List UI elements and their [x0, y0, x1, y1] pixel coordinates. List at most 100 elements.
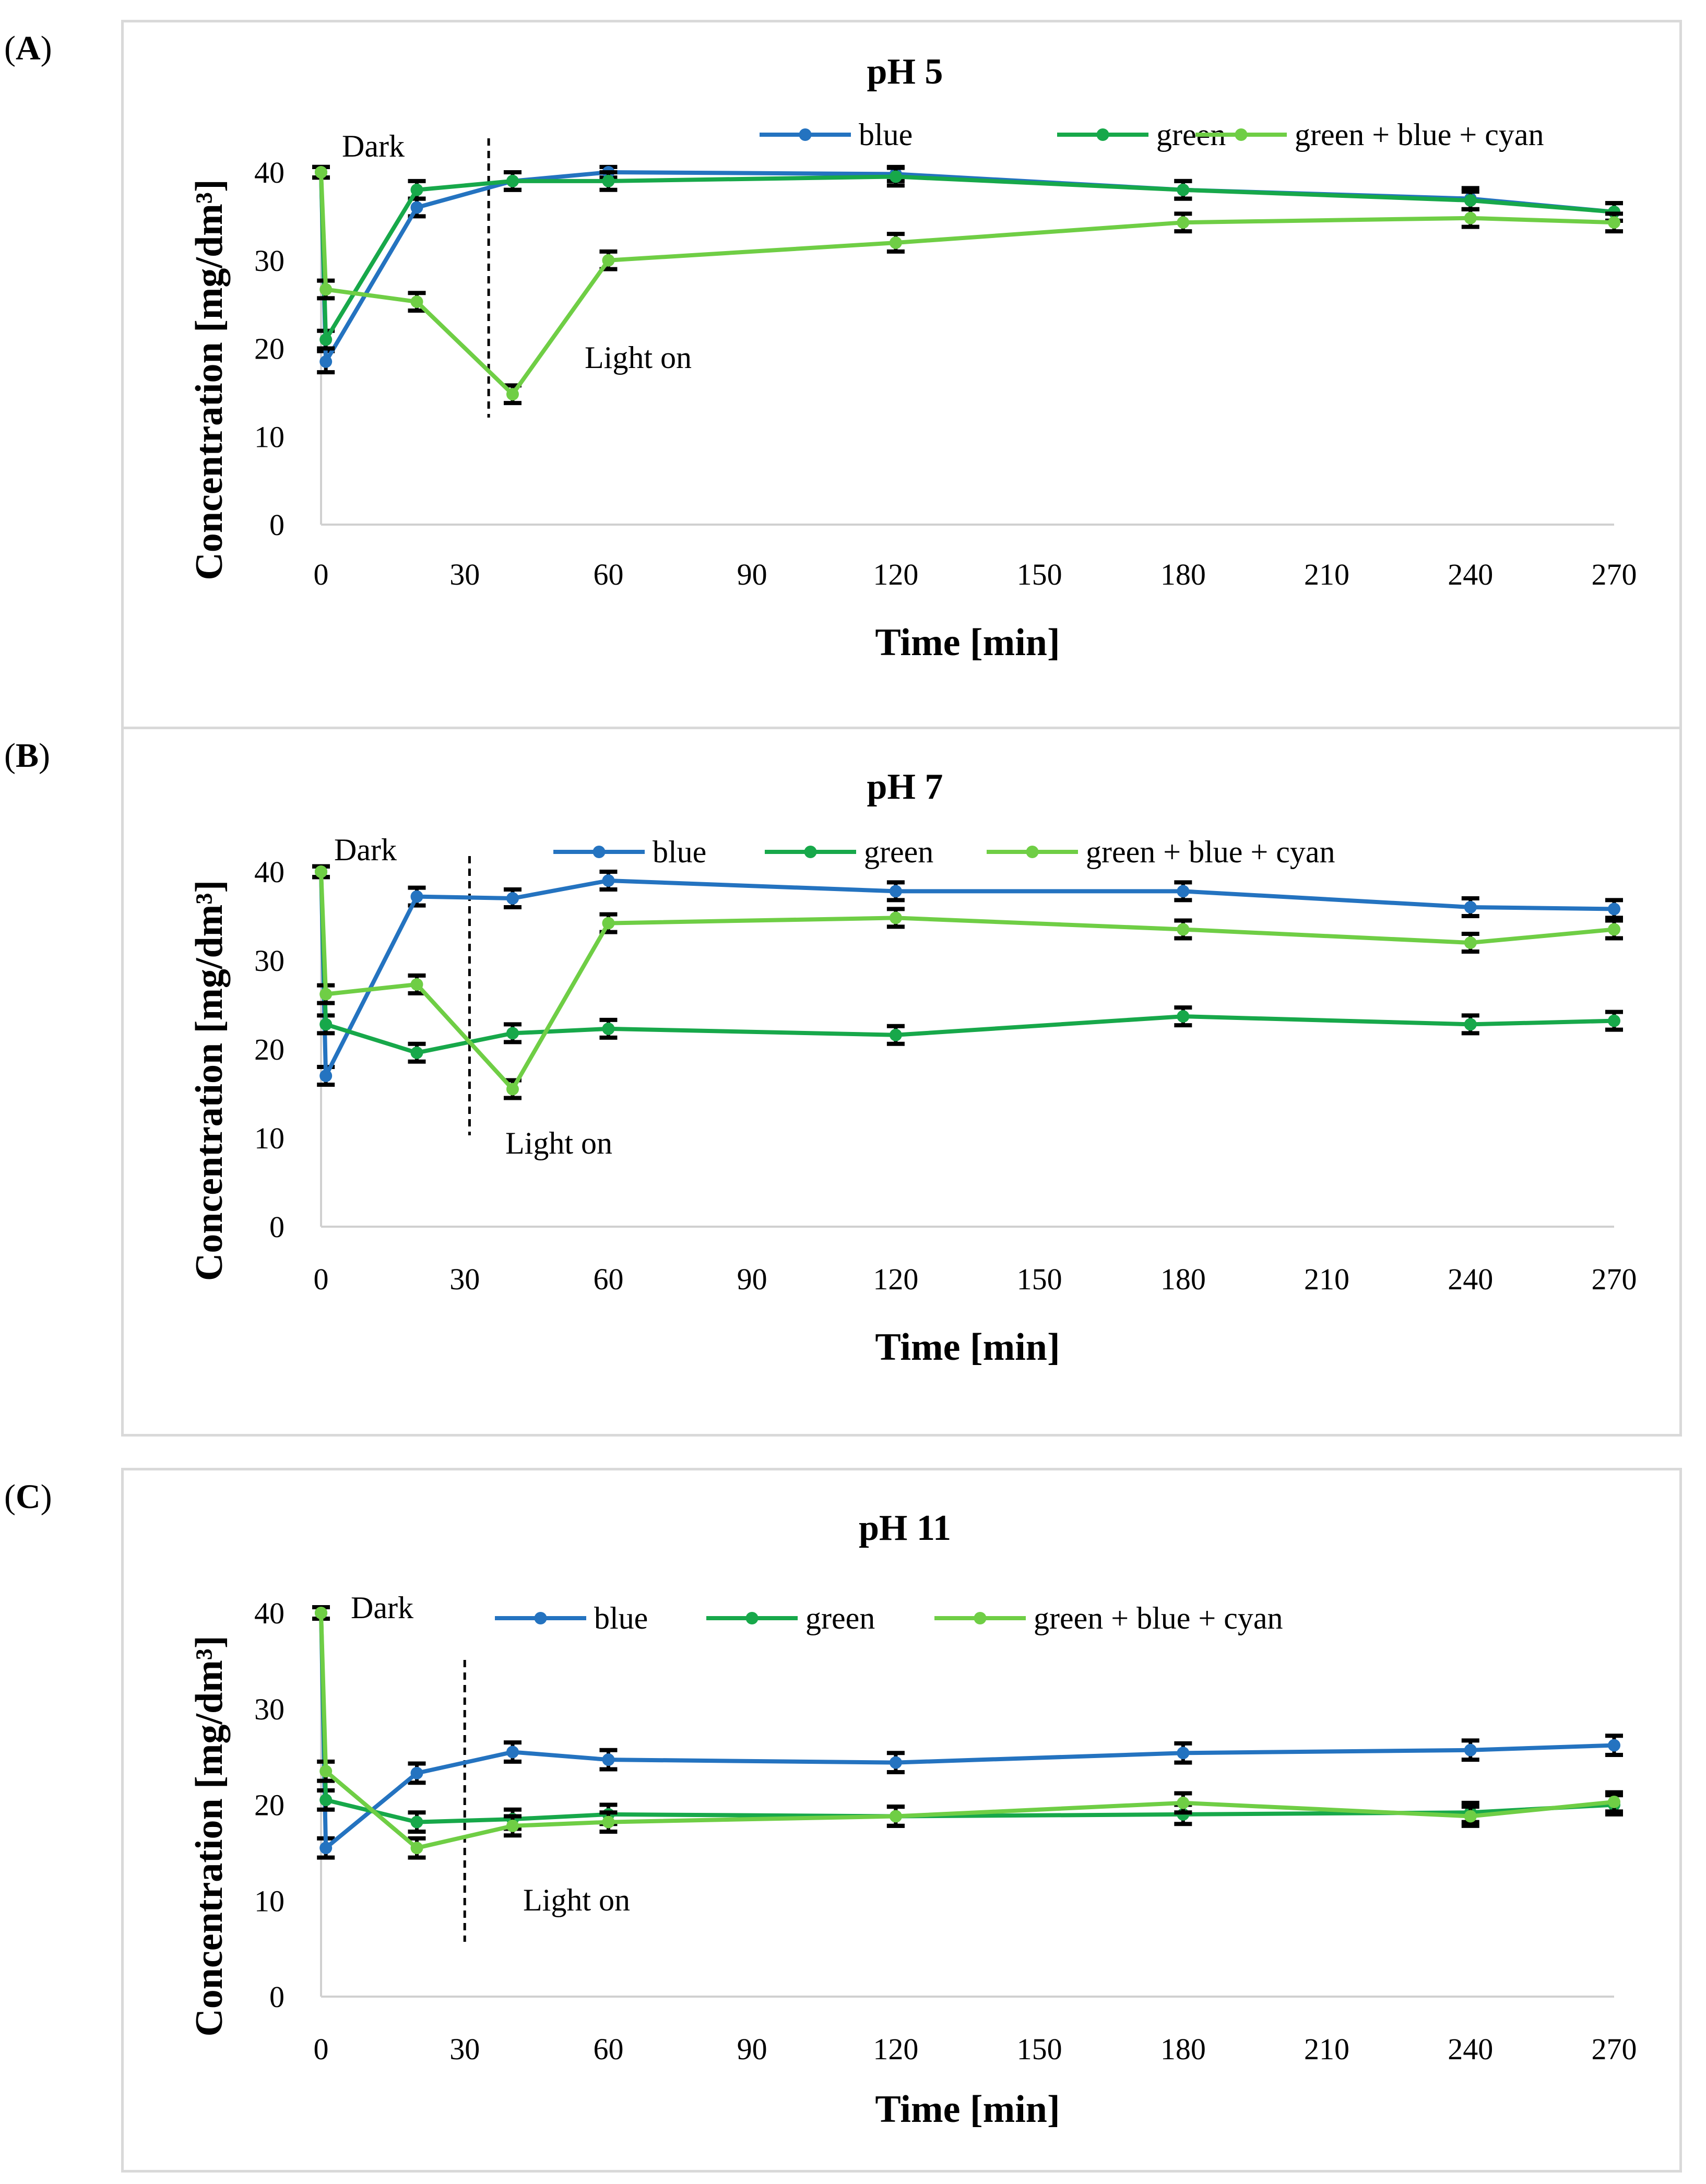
- legend-label-green: green: [864, 835, 933, 869]
- legend-marker-blue: [799, 128, 812, 141]
- legend-marker-green: [804, 846, 817, 858]
- data-point-green: [1177, 1010, 1190, 1023]
- data-point-blue: [319, 355, 333, 368]
- y-axis-title: Concentration [mg/dm³]: [188, 1635, 231, 2036]
- x-tick-label: 240: [1448, 2032, 1493, 2066]
- data-point-blue: [1464, 901, 1477, 913]
- x-tick-label: 180: [1160, 2032, 1206, 2066]
- x-tick-label: 180: [1160, 557, 1206, 591]
- data-point-blue: [1608, 903, 1620, 916]
- data-point-mix: [1464, 1810, 1477, 1823]
- data-point-green: [319, 1018, 333, 1031]
- data-point-mix: [889, 911, 902, 924]
- data-point-green: [410, 183, 423, 196]
- data-point-green: [1464, 1018, 1477, 1031]
- data-point-green: [889, 170, 902, 183]
- data-point-blue: [1177, 1747, 1190, 1760]
- legend-label-blue: blue: [594, 1601, 648, 1635]
- y-tick-label: 30: [254, 944, 285, 978]
- x-tick-label: 90: [737, 2032, 767, 2066]
- data-point-mix: [1464, 211, 1477, 224]
- y-tick-label: 10: [254, 1121, 285, 1155]
- chart-title: pH 7: [867, 767, 943, 807]
- data-point-mix: [319, 283, 333, 296]
- y-tick-label: 10: [254, 420, 285, 454]
- x-tick-label: 60: [593, 2032, 623, 2066]
- data-point-green: [1177, 183, 1190, 196]
- data-point-green: [410, 1046, 423, 1059]
- x-tick-label: 90: [737, 557, 767, 591]
- data-point-blue: [1608, 1739, 1620, 1752]
- x-axis-title: Time [min]: [875, 621, 1060, 664]
- y-tick-label: 0: [269, 1210, 285, 1244]
- data-point-mix: [602, 254, 615, 267]
- data-point-mix: [1177, 923, 1190, 936]
- data-point-green: [602, 1022, 615, 1035]
- dark-annotation: Dark: [351, 1590, 413, 1625]
- data-point-blue: [1464, 1743, 1477, 1756]
- x-tick-label: 240: [1448, 557, 1493, 591]
- data-point-green: [1464, 194, 1477, 207]
- y-axis-title: Concentration [mg/dm³]: [188, 179, 231, 580]
- x-tick-label: 150: [1017, 2032, 1062, 2066]
- x-axis-title: Time [min]: [875, 1326, 1060, 1369]
- data-point-mix: [1464, 936, 1477, 949]
- y-tick-label: 30: [254, 244, 285, 278]
- data-point-blue: [1177, 885, 1190, 898]
- legend-marker-green: [1096, 128, 1109, 141]
- data-point-green: [319, 1794, 333, 1807]
- data-point-mix: [410, 978, 423, 991]
- y-tick-label: 20: [254, 1788, 285, 1822]
- legend-marker-blue: [534, 1612, 547, 1624]
- x-tick-label: 30: [449, 2032, 480, 2066]
- data-point-blue: [889, 885, 902, 898]
- data-point-green: [319, 333, 333, 346]
- data-point-mix: [602, 1815, 615, 1829]
- data-point-mix: [1177, 1796, 1190, 1809]
- light-on-annotation: Light on: [505, 1126, 612, 1160]
- x-tick-label: 90: [737, 1262, 767, 1296]
- x-tick-label: 180: [1160, 1262, 1206, 1296]
- y-axis-title: Concentration [mg/dm³]: [188, 880, 231, 1281]
- series-line-mix: [319, 1612, 1615, 1850]
- data-point-mix: [315, 1607, 327, 1619]
- legend-label-blue: blue: [859, 117, 913, 152]
- x-tick-label: 30: [449, 1262, 480, 1296]
- y-tick-label: 30: [254, 1692, 285, 1726]
- y-tick-label: 20: [254, 1032, 285, 1066]
- y-tick-label: 40: [254, 156, 285, 189]
- light-on-annotation: Light on: [523, 1883, 630, 1917]
- legend-label-mix: green + blue + cyan: [1086, 835, 1335, 869]
- x-axis-title: Time [min]: [875, 2088, 1060, 2131]
- legend-label-mix: green + blue + cyan: [1295, 117, 1544, 152]
- data-point-mix: [602, 917, 615, 930]
- data-point-blue: [602, 1753, 615, 1766]
- y-tick-label: 10: [254, 1884, 285, 1918]
- y-tick-label: 20: [254, 332, 285, 366]
- x-tick-label: 270: [1592, 2032, 1637, 2066]
- data-point-blue: [410, 201, 423, 214]
- x-tick-label: 210: [1304, 557, 1349, 591]
- data-point-green: [1608, 1014, 1620, 1027]
- dark-annotation: Dark: [342, 129, 405, 163]
- y-tick-label: 0: [269, 1980, 285, 2014]
- data-point-mix: [1177, 216, 1190, 229]
- x-tick-label: 120: [873, 557, 918, 591]
- data-point-mix: [410, 295, 423, 308]
- x-tick-label: 210: [1304, 1262, 1349, 1296]
- data-point-green: [506, 174, 519, 187]
- data-point-mix: [410, 1842, 423, 1855]
- data-point-blue: [319, 1070, 333, 1082]
- x-tick-label: 120: [873, 1262, 918, 1296]
- chart-title: pH 5: [867, 52, 943, 92]
- x-tick-label: 270: [1592, 1262, 1637, 1296]
- data-point-green: [889, 1028, 902, 1041]
- data-point-mix: [315, 865, 327, 878]
- data-point-mix: [1608, 216, 1620, 229]
- x-tick-label: 60: [593, 557, 623, 591]
- data-point-green: [506, 1027, 519, 1040]
- panel-label-b: (B): [4, 737, 50, 775]
